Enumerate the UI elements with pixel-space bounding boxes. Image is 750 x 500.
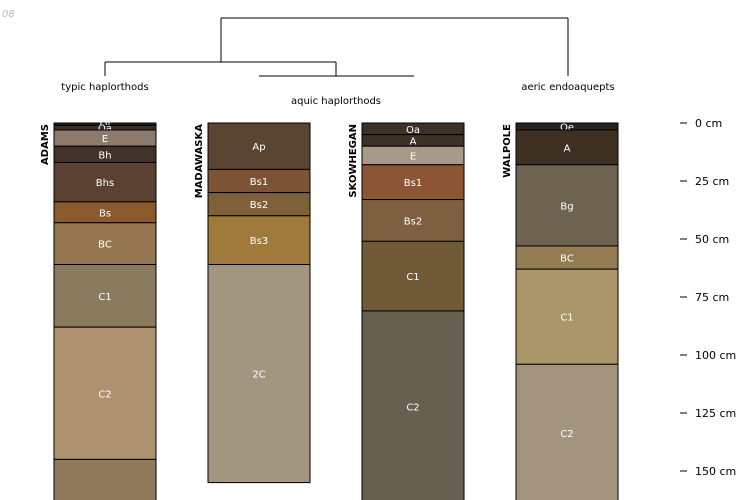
- horizon-skowhegan-bs1-3: [361, 164, 465, 201]
- depth-tick-label-150: 150 cm: [695, 465, 736, 478]
- profile-walpole: Oe A Bg BC C1 C2 WALPOLE: [502, 122, 619, 500]
- horizon-adams-c2-8: [53, 326, 157, 460]
- horizon-walpole-c2-5: [515, 363, 619, 500]
- horizon-adams-c1-7: [53, 264, 157, 328]
- horizon-label-walpole-bc: BC: [560, 254, 574, 265]
- horizon-walpole-c1-4: [515, 268, 619, 365]
- horizon-label-walpole-oe: Oe: [560, 122, 574, 133]
- depth-tick-label-75: 75 cm: [695, 291, 729, 304]
- soil-profiles: OiOaEBhBhsBsBCC1C2ADAMSApBs1Bs2Bs32CMADA…: [40, 120, 619, 500]
- corner-label: 08: [2, 9, 15, 20]
- horizon-label-skowhegan-e: E: [410, 151, 416, 162]
- horizon-label-adams-bc: BC: [98, 240, 112, 251]
- horizon-label-madawaska-2c: 2C: [252, 370, 265, 381]
- horizon-label-skowhegan-bs2: Bs2: [404, 216, 422, 227]
- horizon-label-walpole-a: A: [564, 143, 571, 154]
- horizon-label-adams-bhs: Bhs: [96, 178, 114, 189]
- depth-tick-label-0: 0 cm: [695, 117, 722, 130]
- horizon-skowhegan-c1-5: [361, 240, 465, 312]
- depth-tick-label-25: 25 cm: [695, 175, 729, 188]
- horizon-skowhegan-c2-6: [361, 310, 465, 500]
- horizon-label-skowhegan-bs1: Bs1: [404, 178, 422, 189]
- profile-name-madawaska: MADAWASKA: [194, 124, 205, 199]
- horizon-label-walpole-c2: C2: [560, 429, 573, 440]
- horizon-label-adams-e: E: [102, 134, 108, 145]
- horizon-label-walpole-c1: C1: [560, 313, 573, 324]
- depth-axis: 0 cm 25 cm 50 cm 75 cm 100 cm 125 cm 150 cm: [680, 117, 736, 478]
- horizon-adams-bc-6: [53, 222, 157, 266]
- horizon-walpole-bg-2: [515, 164, 619, 247]
- horizon-adams-lower-9: [53, 458, 157, 500]
- profile-madawaska: Ap Bs1 Bs2 Bs3 2C MADAWASKA: [194, 122, 311, 484]
- profile-adams: OiOaEBhBhsBsBCC1C2ADAMS: [40, 120, 157, 500]
- horizon-madawaska-bs3-3: [207, 215, 311, 266]
- horizon-label-adams-c2: C2: [98, 389, 111, 400]
- profile-name-adams: ADAMS: [40, 124, 51, 165]
- horizon-label-adams-oa: Oa: [98, 124, 112, 135]
- horizon-skowhegan-bs2-4: [361, 199, 465, 242]
- dendrogram: [104, 17, 569, 77]
- horizon-madawaska-2c-4: [207, 264, 311, 484]
- depth-tick-label-125: 125 cm: [695, 407, 736, 420]
- depth-tick-label-50: 50 cm: [695, 233, 729, 246]
- taxon-label-aeric: aeric endoaquepts: [521, 82, 614, 93]
- horizon-walpole-a-1: [515, 129, 619, 166]
- horizon-label-skowhegan-c2: C2: [406, 402, 419, 413]
- profile-name-skowhegan: SKOWHEGAN: [348, 124, 359, 198]
- taxon-label-aquic: aquic haplorthods: [291, 96, 381, 107]
- horizon-madawaska-ap-0: [207, 122, 311, 170]
- horizon-label-madawaska-bs1: Bs1: [250, 177, 268, 188]
- depth-tick-label-100: 100 cm: [695, 349, 736, 362]
- horizon-label-madawaska-ap: Ap: [252, 142, 265, 153]
- horizon-label-skowhegan-oa: Oa: [406, 125, 420, 136]
- taxon-label-typic: typic haplorthods: [61, 82, 148, 93]
- horizon-label-adams-bs: Bs: [99, 208, 111, 219]
- horizon-label-adams-bh: Bh: [98, 150, 111, 161]
- horizon-label-adams-c1: C1: [98, 292, 111, 303]
- horizon-label-madawaska-bs2: Bs2: [250, 200, 268, 211]
- horizon-label-skowhegan-c1: C1: [406, 272, 419, 283]
- profile-name-walpole: WALPOLE: [502, 124, 513, 178]
- horizon-label-skowhegan-a: A: [410, 136, 417, 147]
- horizon-label-madawaska-bs3: Bs3: [250, 236, 268, 247]
- horizon-adams-bhs-4: [53, 161, 157, 203]
- horizon-label-walpole-bg: Bg: [560, 201, 573, 212]
